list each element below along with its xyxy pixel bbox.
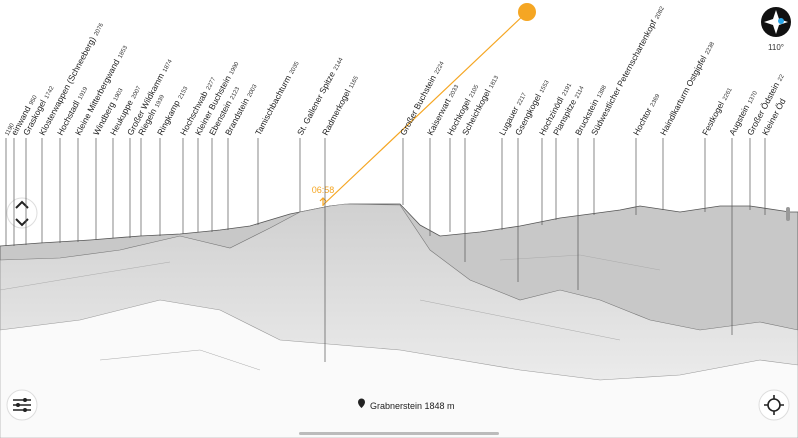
peak-name: Haindlkarturm Ostgipfel [658,54,709,137]
peak-elevation: 2144 [333,57,345,72]
settings-button[interactable] [6,389,38,421]
peak-name: Festkogel [700,100,726,137]
peak-label: Hochtor2369 [631,91,662,137]
peak-elevation: 2224 [434,60,446,75]
peak-elevation: 22 [777,73,786,82]
peak-elevation: 2076 [94,22,106,37]
locate-button[interactable] [758,389,790,421]
peak-elevation: 1939 [154,94,166,109]
scroll-indicator [786,207,790,221]
peak-elevation: 2238 [705,41,717,56]
zoom-buttons[interactable] [6,197,38,229]
peak-elevation: 1874 [162,58,174,73]
peak-elevation: 1813 [489,74,501,89]
sun-time: 06:58 [312,185,335,195]
peak-elevation: 950 [29,94,39,106]
peak-elevation: 2123 [230,86,242,101]
peak-elevation: 2035 [289,60,301,75]
location-label: Grabnerstein 1848 m [370,401,455,411]
sun[interactable] [518,3,536,21]
peak-elevation: 1990 [229,61,241,76]
peak-elevation: 1903 [113,87,125,102]
peak-elevation: 2277 [206,76,218,91]
peak-elevation: 2033 [449,84,461,99]
peak-elevation: 2217 [517,92,529,107]
peak-elevation: 1919 [78,86,90,101]
peak-elevation: 1370 [747,90,759,105]
peak-name: Tamischbachturm [253,73,293,137]
peak-label: Südwestlicher Peternschartenkopf2082 [589,3,666,137]
foreground [0,299,798,438]
peak-label: Tamischbachturm2035 [253,58,301,137]
peak-elevation: 1190 [4,122,16,137]
peak-elevation: 2153 [178,85,190,100]
peak-elevation: 2105 [469,84,481,99]
peak-elevation: 1165 [349,75,361,90]
compass[interactable] [761,7,791,37]
peak-elevation: 2114 [574,85,586,100]
peak-name: Hochtor [631,106,654,137]
peak-label: St. Gallener Spitze2144 [295,55,345,137]
peak-elevation: 1853 [118,44,130,59]
peak-elevation: 2082 [654,5,666,20]
peak-elevation: 1388 [597,84,609,99]
sun-path [322,11,528,206]
compass-heading: 110° [768,43,784,52]
peak-elevation: 2369 [650,93,662,108]
peak-elevation: 1553 [539,79,551,94]
peak-elevation: 2261 [722,87,734,102]
peak-elevation: 2007 [131,85,143,100]
peak-elevation: 1742 [44,85,56,100]
home-indicator [299,432,499,435]
peak-elevation: 2003 [247,83,259,98]
ridge-lines [0,254,661,371]
peak-elevation: 2191 [562,82,574,97]
peak-label: 1190 [4,122,16,137]
location-pin [358,398,365,408]
